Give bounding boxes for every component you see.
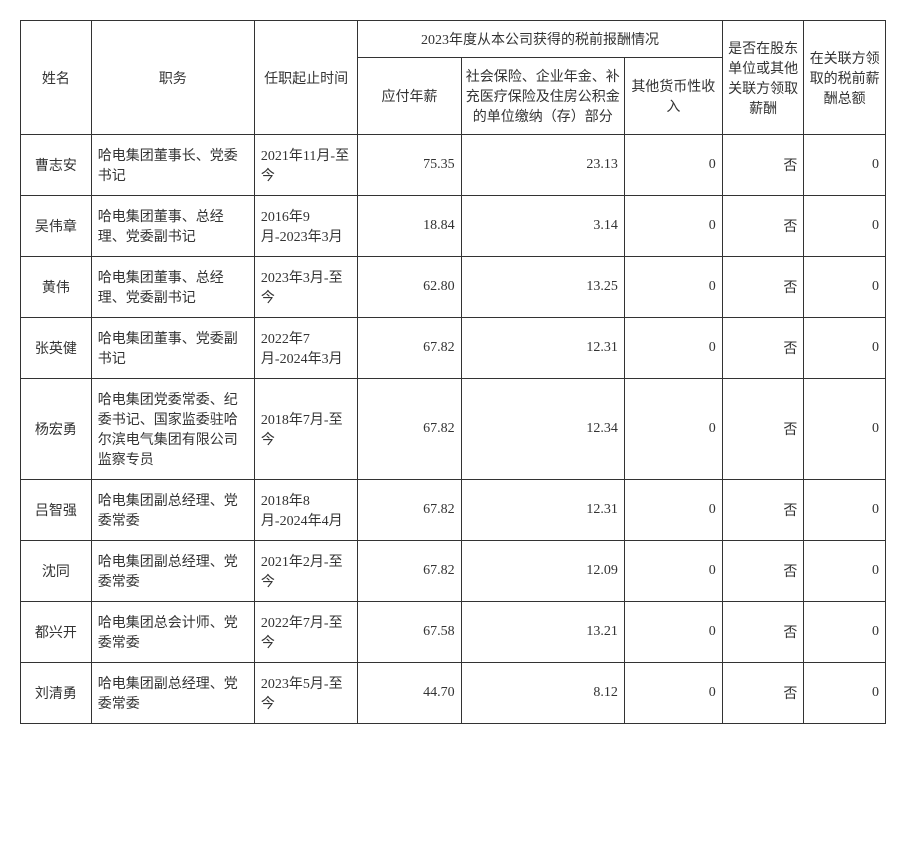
table-row: 都兴开哈电集团总会计师、党委常委2022年7月-至今67.5813.210否0 — [21, 602, 886, 663]
header-related-amount: 在关联方领取的税前薪酬总额 — [804, 21, 886, 135]
cell-position: 哈电集团董事、总经理、党委副书记 — [91, 257, 254, 318]
cell-salary: 67.82 — [358, 480, 461, 541]
cell-name: 吴伟章 — [21, 196, 92, 257]
cell-related_amount: 0 — [804, 257, 886, 318]
table-row: 吴伟章哈电集团董事、总经理、党委副书记2016年9月-2023年3月18.843… — [21, 196, 886, 257]
table-row: 沈同哈电集团副总经理、党委常委2021年2月-至今67.8212.090否0 — [21, 541, 886, 602]
cell-other_income: 0 — [624, 257, 722, 318]
cell-salary: 67.82 — [358, 541, 461, 602]
header-position: 职务 — [91, 21, 254, 135]
cell-name: 曹志安 — [21, 135, 92, 196]
cell-name: 杨宏勇 — [21, 379, 92, 480]
header-insurance: 社会保险、企业年金、补充医疗保险及住房公积金的单位缴纳（存）部分 — [461, 58, 624, 135]
cell-salary: 18.84 — [358, 196, 461, 257]
cell-salary: 75.35 — [358, 135, 461, 196]
cell-position: 哈电集团副总经理、党委常委 — [91, 663, 254, 724]
cell-tenure: 2016年9月-2023年3月 — [254, 196, 357, 257]
cell-name: 张英健 — [21, 318, 92, 379]
cell-name: 吕智强 — [21, 480, 92, 541]
header-tenure: 任职起止时间 — [254, 21, 357, 135]
cell-insurance: 13.25 — [461, 257, 624, 318]
table-body: 曹志安哈电集团董事长、党委书记2021年11月-至今75.3523.130否0吴… — [21, 135, 886, 724]
cell-insurance: 3.14 — [461, 196, 624, 257]
cell-other_income: 0 — [624, 663, 722, 724]
table-header: 姓名 职务 任职起止时间 2023年度从本公司获得的税前报酬情况 是否在股东单位… — [21, 21, 886, 135]
cell-other_income: 0 — [624, 318, 722, 379]
table-row: 曹志安哈电集团董事长、党委书记2021年11月-至今75.3523.130否0 — [21, 135, 886, 196]
cell-insurance: 12.31 — [461, 318, 624, 379]
cell-position: 哈电集团副总经理、党委常委 — [91, 541, 254, 602]
cell-related_party: 否 — [722, 541, 804, 602]
header-compensation-group: 2023年度从本公司获得的税前报酬情况 — [358, 21, 723, 58]
cell-related_amount: 0 — [804, 379, 886, 480]
cell-related_party: 否 — [722, 379, 804, 480]
cell-insurance: 12.34 — [461, 379, 624, 480]
cell-position: 哈电集团副总经理、党委常委 — [91, 480, 254, 541]
header-salary: 应付年薪 — [358, 58, 461, 135]
cell-other_income: 0 — [624, 602, 722, 663]
cell-related_amount: 0 — [804, 135, 886, 196]
cell-insurance: 13.21 — [461, 602, 624, 663]
compensation-table: 姓名 职务 任职起止时间 2023年度从本公司获得的税前报酬情况 是否在股东单位… — [20, 20, 886, 724]
cell-position: 哈电集团董事、党委副书记 — [91, 318, 254, 379]
cell-related_party: 否 — [722, 318, 804, 379]
cell-related_amount: 0 — [804, 480, 886, 541]
cell-salary: 62.80 — [358, 257, 461, 318]
cell-related_amount: 0 — [804, 602, 886, 663]
cell-related_amount: 0 — [804, 663, 886, 724]
cell-tenure: 2022年7月-至今 — [254, 602, 357, 663]
cell-salary: 67.58 — [358, 602, 461, 663]
cell-insurance: 12.31 — [461, 480, 624, 541]
table-row: 张英健哈电集团董事、党委副书记2022年7月-2024年3月67.8212.31… — [21, 318, 886, 379]
cell-related_party: 否 — [722, 135, 804, 196]
cell-name: 沈同 — [21, 541, 92, 602]
header-other-income: 其他货币性收入 — [624, 58, 722, 135]
cell-name: 黄伟 — [21, 257, 92, 318]
header-name: 姓名 — [21, 21, 92, 135]
cell-insurance: 8.12 — [461, 663, 624, 724]
cell-other_income: 0 — [624, 135, 722, 196]
cell-tenure: 2023年3月-至今 — [254, 257, 357, 318]
cell-other_income: 0 — [624, 379, 722, 480]
cell-related_party: 否 — [722, 257, 804, 318]
cell-name: 刘清勇 — [21, 663, 92, 724]
cell-other_income: 0 — [624, 196, 722, 257]
cell-position: 哈电集团总会计师、党委常委 — [91, 602, 254, 663]
cell-insurance: 12.09 — [461, 541, 624, 602]
cell-position: 哈电集团党委常委、纪委书记、国家监委驻哈尔滨电气集团有限公司监察专员 — [91, 379, 254, 480]
table-row: 吕智强哈电集团副总经理、党委常委2018年8月-2024年4月67.8212.3… — [21, 480, 886, 541]
cell-other_income: 0 — [624, 480, 722, 541]
cell-tenure: 2018年7月-至今 — [254, 379, 357, 480]
table-row: 黄伟哈电集团董事、总经理、党委副书记2023年3月-至今62.8013.250否… — [21, 257, 886, 318]
cell-salary: 67.82 — [358, 318, 461, 379]
table-row: 杨宏勇哈电集团党委常委、纪委书记、国家监委驻哈尔滨电气集团有限公司监察专员201… — [21, 379, 886, 480]
cell-tenure: 2023年5月-至今 — [254, 663, 357, 724]
cell-related_amount: 0 — [804, 318, 886, 379]
cell-name: 都兴开 — [21, 602, 92, 663]
cell-tenure: 2021年11月-至今 — [254, 135, 357, 196]
cell-related_amount: 0 — [804, 196, 886, 257]
cell-insurance: 23.13 — [461, 135, 624, 196]
cell-related_party: 否 — [722, 602, 804, 663]
cell-tenure: 2022年7月-2024年3月 — [254, 318, 357, 379]
cell-position: 哈电集团董事长、党委书记 — [91, 135, 254, 196]
cell-salary: 44.70 — [358, 663, 461, 724]
cell-salary: 67.82 — [358, 379, 461, 480]
cell-other_income: 0 — [624, 541, 722, 602]
header-related-party: 是否在股东单位或其他关联方领取薪酬 — [722, 21, 804, 135]
cell-tenure: 2021年2月-至今 — [254, 541, 357, 602]
cell-related_amount: 0 — [804, 541, 886, 602]
table-row: 刘清勇哈电集团副总经理、党委常委2023年5月-至今44.708.120否0 — [21, 663, 886, 724]
cell-related_party: 否 — [722, 663, 804, 724]
cell-position: 哈电集团董事、总经理、党委副书记 — [91, 196, 254, 257]
cell-tenure: 2018年8月-2024年4月 — [254, 480, 357, 541]
cell-related_party: 否 — [722, 196, 804, 257]
cell-related_party: 否 — [722, 480, 804, 541]
